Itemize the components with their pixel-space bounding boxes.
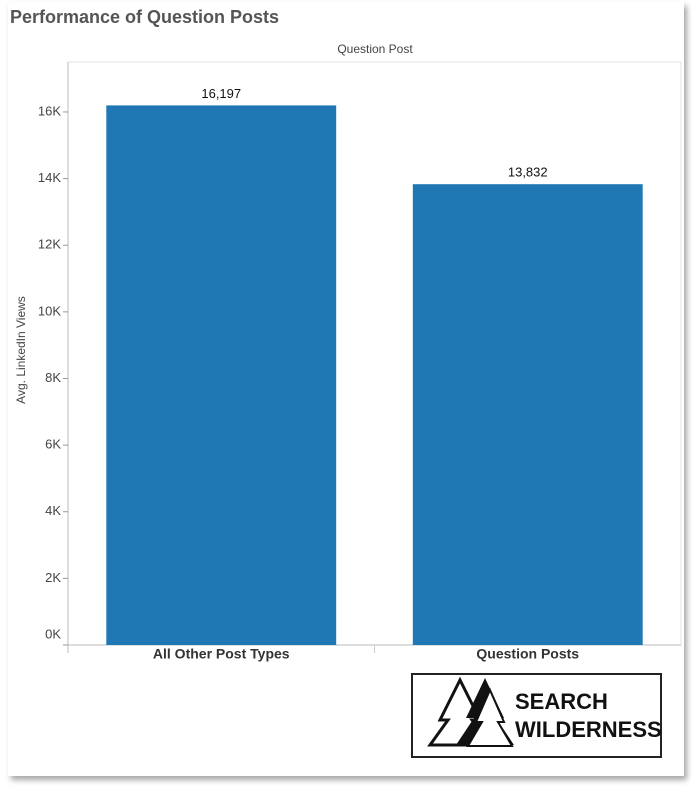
x-tick-label: Question Posts <box>476 646 579 662</box>
y-axis-label: Avg. LinkedIn Views <box>14 296 28 404</box>
x-tick-label: All Other Post Types <box>153 646 290 662</box>
y-tick-label: 10K <box>38 303 61 318</box>
y-tick-label: 12K <box>38 237 61 252</box>
column-header: Question Post <box>337 42 413 56</box>
y-tick-label: 0K <box>45 626 61 641</box>
y-tick-label: 4K <box>45 503 61 518</box>
chart-title: Performance of Question Posts <box>10 7 279 27</box>
y-tick-label: 2K <box>45 570 61 585</box>
y-tick-label: 8K <box>45 370 61 385</box>
logo: SEARCH WILDERNESS <box>411 673 662 758</box>
bar <box>412 184 643 646</box>
logo-tree <box>466 687 514 747</box>
logo-text: SEARCH <box>515 689 608 714</box>
value-label: 16,197 <box>201 86 241 101</box>
bar <box>106 105 337 646</box>
value-label: 13,832 <box>508 165 548 180</box>
y-tick-label: 6K <box>45 437 61 452</box>
y-tick-label: 16K <box>38 103 61 118</box>
y-tick-label: 14K <box>38 170 61 185</box>
logo-text: WILDERNESS <box>515 717 662 742</box>
